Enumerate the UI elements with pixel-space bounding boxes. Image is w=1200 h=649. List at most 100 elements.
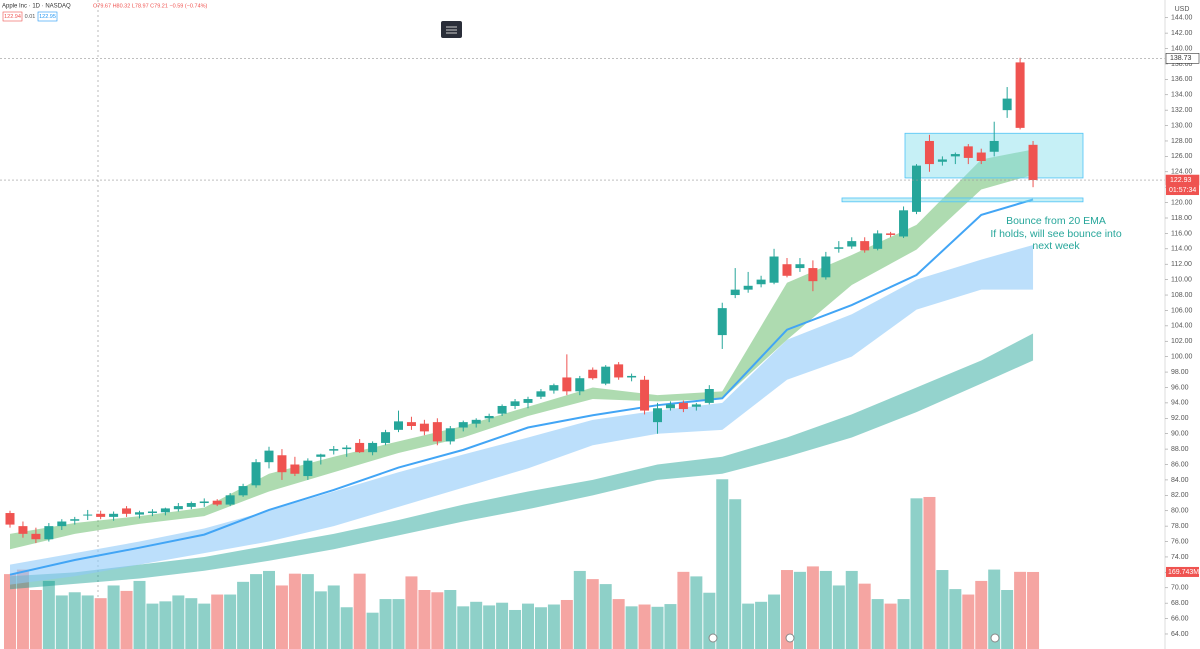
volume-bar — [263, 570, 275, 649]
volume-bar — [1027, 571, 1040, 649]
volume-bar — [612, 599, 625, 649]
volume-bar — [237, 581, 250, 649]
y-tick-label: 98.00 — [1171, 369, 1189, 376]
y-tick-label: 70.00 — [1171, 585, 1189, 592]
y-tick-label: 108.00 — [1171, 292, 1193, 299]
volume-bar — [560, 599, 573, 649]
volume-bar — [29, 590, 42, 649]
candle-body — [912, 165, 921, 212]
candle-body — [924, 140, 934, 165]
ask-box[interactable] — [37, 11, 58, 22]
price-label-box — [1165, 53, 1200, 64]
volume-bar — [638, 604, 651, 649]
volume-bar — [185, 598, 198, 649]
price-label: 138.73 — [1170, 55, 1192, 62]
volume-bar — [301, 574, 314, 649]
y-tick-label: 134.00 — [1171, 92, 1193, 99]
volume-bar — [392, 599, 405, 649]
volume-bar — [871, 599, 884, 649]
y-tick-label: 124.00 — [1171, 169, 1193, 176]
ema-line — [9, 198, 1034, 576]
candle-body — [96, 513, 106, 517]
volume-bar — [42, 580, 55, 649]
candle-body — [471, 419, 481, 424]
volume-bar — [897, 599, 910, 649]
y-tick-label: 78.00 — [1171, 523, 1189, 530]
volume-bar — [327, 585, 340, 649]
volume-bar — [133, 580, 146, 649]
volume-bar — [457, 606, 470, 649]
y-tick-label: 92.00 — [1171, 415, 1189, 422]
event-marker[interactable] — [785, 633, 795, 643]
candle-body — [665, 404, 675, 409]
ohlc-readout: O79.67 H80.32 L78.97 C79.21 −0.59 (−0.74… — [93, 3, 208, 9]
y-tick-label: 112.00 — [1171, 261, 1192, 268]
candle-body — [1015, 62, 1025, 128]
candle-body — [147, 511, 157, 514]
bid-box[interactable] — [2, 11, 23, 22]
volume-bar — [573, 570, 586, 649]
candle-body — [303, 460, 313, 477]
candle-body — [886, 233, 896, 235]
countdown-box — [1166, 185, 1199, 196]
volume-bar — [418, 590, 431, 649]
volume-bar — [755, 601, 768, 649]
y-tick-label: 144.00 — [1171, 15, 1193, 22]
volume-bar — [224, 594, 237, 649]
candle-body — [173, 506, 183, 510]
volume-bar — [275, 585, 288, 649]
y-tick-label: 74.00 — [1171, 554, 1189, 561]
y-tick-label: 120.00 — [1171, 199, 1193, 206]
candle-body — [795, 264, 805, 269]
event-marker[interactable] — [708, 633, 718, 643]
spread: 0.01 — [25, 14, 36, 20]
volume-bar — [547, 604, 560, 649]
y-tick-label: 64.00 — [1171, 631, 1189, 638]
candle-body — [251, 462, 261, 486]
volume-bar — [4, 574, 16, 649]
candle-body — [18, 526, 28, 534]
volume-bar — [94, 598, 107, 649]
y-tick-label: 80.00 — [1171, 508, 1189, 515]
event-marker[interactable] — [990, 633, 1000, 643]
candle-body — [342, 447, 352, 450]
volume-bar — [68, 592, 81, 649]
candle-body — [406, 422, 416, 426]
volume-bar — [793, 571, 806, 649]
volume-bar — [806, 566, 819, 649]
volume-bar — [340, 607, 353, 649]
candle-body — [950, 154, 960, 157]
volume-bar — [664, 604, 677, 649]
candle-body — [588, 369, 598, 379]
candle-body — [743, 285, 753, 290]
y-tick-label: 100.00 — [1171, 354, 1193, 361]
volume-bar — [16, 569, 29, 649]
price-label: 122.93 — [1170, 177, 1192, 184]
y-tick-label: 126.00 — [1171, 153, 1193, 160]
volume-bar — [107, 585, 120, 649]
y-tick-label: 68.00 — [1171, 600, 1189, 607]
candle-body — [873, 233, 883, 249]
y-tick-label: 142.00 — [1171, 30, 1193, 37]
volume-bar — [314, 591, 327, 649]
annotation-line: Bounce from 20 EMA — [1006, 215, 1106, 227]
ask: 122.95 — [39, 14, 56, 20]
currency: USD — [1175, 6, 1190, 13]
volume-bar — [690, 576, 703, 649]
ema-band — [10, 244, 1034, 585]
candle-body — [122, 508, 132, 514]
volume-bar — [819, 570, 832, 649]
volume-bar — [172, 595, 185, 649]
candle-body — [756, 279, 766, 285]
candle-body — [497, 405, 507, 414]
annotation-line: next week — [1032, 240, 1080, 252]
volume-bar — [250, 574, 263, 649]
candle-body — [717, 308, 727, 336]
volume-bar — [975, 580, 988, 649]
candle-body — [445, 428, 455, 442]
candle-body — [199, 501, 209, 504]
volume-label-box — [1166, 566, 1199, 577]
candle-body — [57, 521, 67, 527]
volume-bar — [405, 576, 418, 649]
